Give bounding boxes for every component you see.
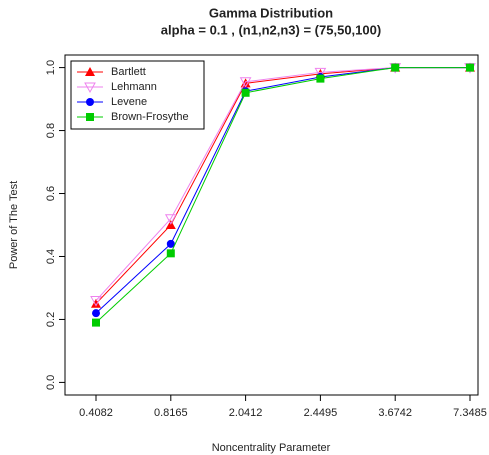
legend-marker [86,98,94,106]
y-tick-label: 1.0 [45,60,57,75]
legend-label: Brown-Frosythe [111,111,189,123]
data-point [239,77,252,88]
chart-subtitle: alpha = 0.1 , (n1,n2,n3) = (75,50,100) [161,22,381,37]
data-point [166,249,175,258]
data-point [92,309,100,318]
y-tick-label: 0.6 [45,186,57,201]
data-point [391,63,400,72]
data-point [240,78,251,88]
plot-box [64,54,479,396]
x-tick-label: 0.8165 [154,407,188,419]
series-line [95,67,470,323]
data-point [241,88,250,97]
y-tick-label: 0.8 [45,123,57,138]
x-axis-label: Noncentrality Parameter [212,442,331,454]
data-point [91,298,101,308]
legend-label: Levene [111,96,147,108]
x-tick-label: 0.4082 [79,407,113,419]
y-tick-label: 0.0 [45,375,57,390]
x-tick-label: 2.4495 [304,407,338,419]
y-axis-label: Power of The Test [8,181,20,269]
y-tick-label: 0.4 [45,249,57,264]
legend-label: Bartlett [111,66,146,78]
legend-marker [85,67,95,76]
legend-marker [84,82,96,94]
x-tick-label: 3.6742 [378,407,412,419]
data-point [92,318,100,327]
chart-title: Gamma Distribution [209,5,333,20]
data-point [316,74,325,83]
data-point [90,296,102,307]
x-tick-label: 2.0412 [229,407,263,419]
x-tick-label: 7.3485 [453,407,487,419]
legend-marker [86,113,94,121]
data-point [166,239,175,248]
y-tick-label: 0.2 [45,312,57,327]
data-point [164,214,177,225]
legend-label: Lehmann [111,81,157,93]
data-point [314,67,327,79]
data-point [466,63,474,72]
